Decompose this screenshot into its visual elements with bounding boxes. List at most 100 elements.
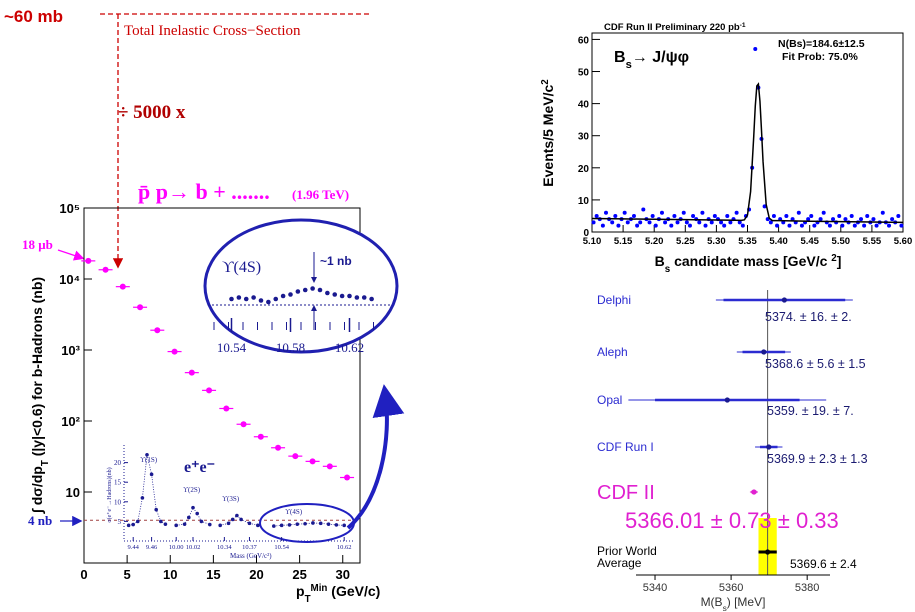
ee-x-tick-label: 10.62 xyxy=(337,544,352,551)
first-point-note: 18 μb xyxy=(22,237,53,252)
zoom-point xyxy=(243,296,249,302)
world-average-name: Prior World Average xyxy=(597,544,657,570)
mass-point xyxy=(896,213,901,218)
mass-point xyxy=(712,213,717,218)
x-axis-label-part: (GeV/c) xyxy=(327,583,380,599)
measurement-label: 5368.6 ± 5.6 ± 1.5 xyxy=(765,357,866,371)
measurement-name: Aleph xyxy=(597,345,628,359)
mass-point xyxy=(775,223,780,228)
mass-x-label-part: ] xyxy=(837,253,842,269)
measurement-label: 5366.01 ± 0.73 ± 0.33 xyxy=(625,508,839,533)
mass-point xyxy=(831,217,836,222)
zoom-tick-label: 10.54 xyxy=(217,340,247,355)
ee-point xyxy=(326,522,331,526)
mass-x-tick-label: 5.25 xyxy=(676,236,695,247)
zoom-point xyxy=(325,290,330,296)
ee-x-tick-label: 9.44 xyxy=(128,544,140,551)
zoom-point xyxy=(369,296,374,302)
ideo-x-tick-label: 5340 xyxy=(643,582,667,594)
ee-point xyxy=(303,521,307,526)
factor-note: ÷ 5000 x xyxy=(118,102,186,123)
zoom-point xyxy=(280,293,286,299)
x-tick-label: 15 xyxy=(206,567,220,582)
zoom-ellipse xyxy=(203,218,399,354)
x-axis-label-part: p xyxy=(296,583,305,599)
mass-point xyxy=(600,223,605,228)
ee-point xyxy=(159,519,163,524)
mass-point xyxy=(843,217,848,222)
mass-point xyxy=(827,223,832,228)
mass-point xyxy=(796,210,801,215)
ee-point xyxy=(199,519,204,524)
mass-y-tick-label: 30 xyxy=(578,132,590,143)
zoom-point xyxy=(273,296,279,302)
ee-point xyxy=(145,452,149,457)
mass-x-tick-label: 5.10 xyxy=(583,236,602,247)
ee-point xyxy=(279,523,284,528)
mass-point xyxy=(672,213,677,218)
ee-point xyxy=(230,517,235,522)
mass-decay-part: → J/ψφ xyxy=(632,49,689,66)
measurement xyxy=(761,349,767,355)
ee-peak-label: ϒ(3S) xyxy=(222,495,240,503)
x-tick-label: 30 xyxy=(336,567,350,582)
ee-x-tick-label: 10.54 xyxy=(274,544,289,551)
ee-x-label: Mass (GeV/c²) xyxy=(230,552,272,560)
data-point xyxy=(240,421,247,428)
ee-x-tick-label: 10.02 xyxy=(186,544,201,551)
y-axis-label-part: ∫ dσ/dp xyxy=(29,466,46,514)
data-point xyxy=(223,405,230,412)
mass-point xyxy=(684,220,689,225)
ee-point xyxy=(247,521,252,526)
measurement xyxy=(781,297,787,303)
y-tick-label: 10³ xyxy=(61,343,80,358)
mass-point xyxy=(703,223,708,228)
ee-point xyxy=(235,513,239,518)
mass-point xyxy=(681,210,686,215)
mass-point xyxy=(691,213,696,218)
first-point-arrow xyxy=(57,249,85,261)
mass-point xyxy=(641,207,646,212)
data-point xyxy=(188,369,195,376)
mass-point xyxy=(899,223,904,228)
ee-point xyxy=(295,522,300,526)
mass-x-tick-label: 5.45 xyxy=(800,236,819,247)
zoom-point xyxy=(347,293,352,299)
data-point xyxy=(292,453,299,460)
ee-title: e⁺e⁻ xyxy=(184,459,215,476)
x-axis-label-part: Min xyxy=(311,583,328,594)
ee-point xyxy=(131,522,135,527)
ee-point xyxy=(272,524,276,528)
mass-y-label-part: Events/5 MeV/c xyxy=(540,85,556,187)
ee-point xyxy=(136,519,140,524)
mass-point xyxy=(728,220,733,225)
measurement xyxy=(766,444,772,450)
data-point xyxy=(206,387,213,394)
mass-point xyxy=(647,220,652,225)
ee-peak-label: ϒ(4S) xyxy=(285,508,303,516)
mass-point xyxy=(734,210,739,215)
ee-point xyxy=(154,507,158,512)
data-point xyxy=(119,283,126,290)
ee-point xyxy=(256,523,260,528)
mass-point xyxy=(809,213,814,218)
ee-point xyxy=(311,521,315,525)
mass-point xyxy=(821,210,826,215)
x-tick-label: 0 xyxy=(80,567,87,582)
mass-point xyxy=(799,223,804,228)
data-point xyxy=(344,474,351,481)
floor-note: 4 nb xyxy=(28,513,52,528)
mass-point xyxy=(812,223,817,228)
ee-peak-label: ϒ(2S) xyxy=(183,486,201,494)
mass-point xyxy=(613,213,618,218)
mass-point xyxy=(840,223,845,228)
zoom-label: ϒ(4S) xyxy=(222,259,261,276)
zoom-tick-label: 10.58 xyxy=(276,340,305,355)
mass-point xyxy=(874,223,879,228)
ee-curve xyxy=(128,454,166,526)
ee-peak-label: ϒ(1S) xyxy=(140,456,158,464)
mass-point xyxy=(622,210,627,215)
zoom-point xyxy=(266,299,271,305)
measurement-label: 5369.9 ± 2.3 ± 1.3 xyxy=(767,452,868,466)
y-tick-label: 10 xyxy=(66,485,80,500)
